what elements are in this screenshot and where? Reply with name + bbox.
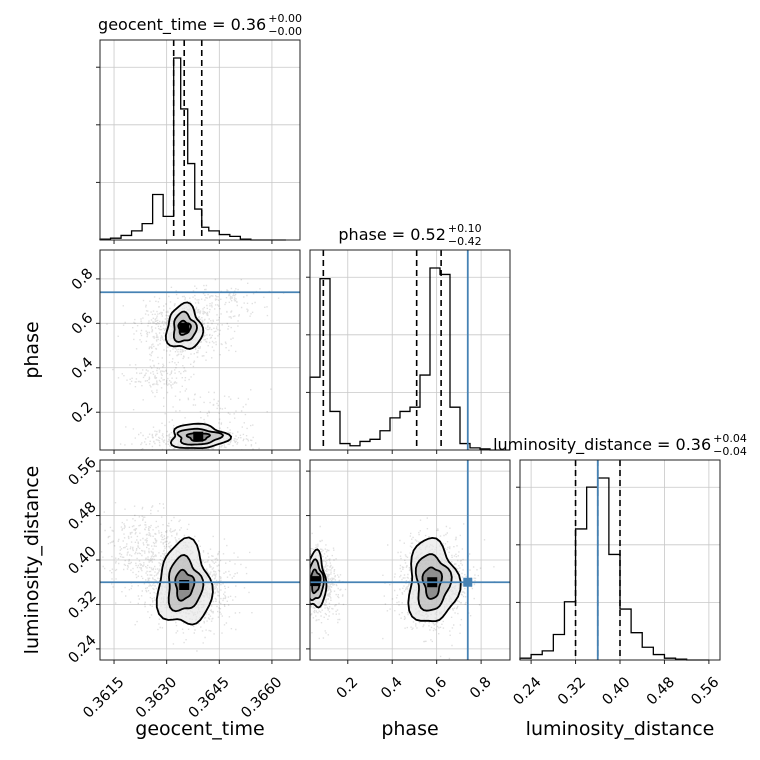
panel-frame [99, 249, 301, 451]
scatter-panel-geocent_time-phase [96, 249, 301, 454]
panels-layer [96, 39, 721, 664]
y-axis-label: phase [21, 321, 43, 378]
y-tick-label: 0.32 [66, 588, 100, 622]
title-main: luminosity_distance = 0.36 [493, 435, 711, 455]
x-axis-label: phase [381, 718, 438, 740]
x-tick-label: 0.40 [599, 674, 633, 708]
panel-frame [99, 39, 301, 241]
hist-panel-luminosity_distance [516, 459, 721, 664]
panel-title-geocent_time: geocent_time = 0.36 +0.00−0.00 [98, 12, 302, 38]
x-tick-label: 0.3630 [133, 674, 180, 721]
title-sub: −0.42 [448, 235, 482, 248]
density-peak [193, 431, 204, 442]
title-sub: −0.00 [268, 25, 302, 38]
title-main: geocent_time = 0.36 [98, 15, 266, 35]
x-tick-label: 0.8 [467, 674, 495, 702]
y-tick-label: 0.2 [69, 399, 97, 427]
labels-layer: 0.3615 0.3630 0.3645 0.3660 0.2 0.4 0.6 0.8 0.24… [21, 12, 747, 740]
x-axis-label: luminosity_distance [526, 718, 715, 740]
y-tick-label: 0.4 [69, 355, 97, 383]
panel-frame [309, 249, 511, 451]
plot-area [310, 460, 510, 660]
x-tick-label: 0.2 [334, 674, 362, 702]
plot-area [100, 278, 300, 450]
density-peak [310, 576, 321, 587]
title-main: phase = 0.52 [338, 225, 445, 244]
x-tick-label: 0.24 [511, 674, 545, 708]
x-tick-label: 0.3645 [186, 674, 233, 721]
x-tick-label: 0.4 [378, 674, 406, 702]
y-tick-label: 0.6 [69, 310, 97, 338]
hist-panel-phase [306, 249, 511, 454]
plot-area [100, 502, 300, 652]
y-tick-label: 0.24 [66, 633, 100, 667]
scatter-points [310, 517, 496, 660]
histogram-step [309, 267, 510, 451]
histogram-step [519, 477, 709, 661]
x-tick-label: 0.48 [644, 674, 678, 708]
title-sub: −0.04 [713, 445, 747, 458]
y-tick-label: 0.8 [69, 266, 97, 294]
scatter-panel-phase-luminosity_distance [306, 459, 511, 664]
x-tick-label: 0.6 [423, 674, 451, 702]
x-tick-label: 0.3615 [80, 674, 127, 721]
panel-title-luminosity_distance: luminosity_distance = 0.36 +0.04−0.04 [493, 432, 747, 458]
x-tick-label: 0.3660 [238, 674, 285, 721]
histogram-step [99, 57, 286, 241]
x-tick-label: 0.32 [555, 674, 589, 708]
x-axis-label: geocent_time [135, 718, 264, 740]
y-tick-label: 0.40 [66, 544, 100, 578]
scatter-panel-geocent_time-luminosity_distance [96, 459, 301, 664]
truth-marker [463, 577, 473, 587]
title-sup: +0.00 [268, 12, 302, 25]
hist-panel-geocent_time [96, 39, 301, 244]
x-tick-label: 0.56 [688, 674, 722, 708]
density-peak [179, 322, 190, 333]
y-tick-label: 0.48 [66, 499, 100, 533]
title-sup: +0.04 [713, 432, 747, 445]
y-tick-label: 0.56 [66, 455, 100, 489]
title-sup: +0.10 [448, 222, 482, 235]
density-peak [179, 580, 190, 590]
y-axis-label: luminosity_distance [21, 466, 43, 655]
panel-title-phase: phase = 0.52 +0.10−0.42 [338, 222, 481, 248]
